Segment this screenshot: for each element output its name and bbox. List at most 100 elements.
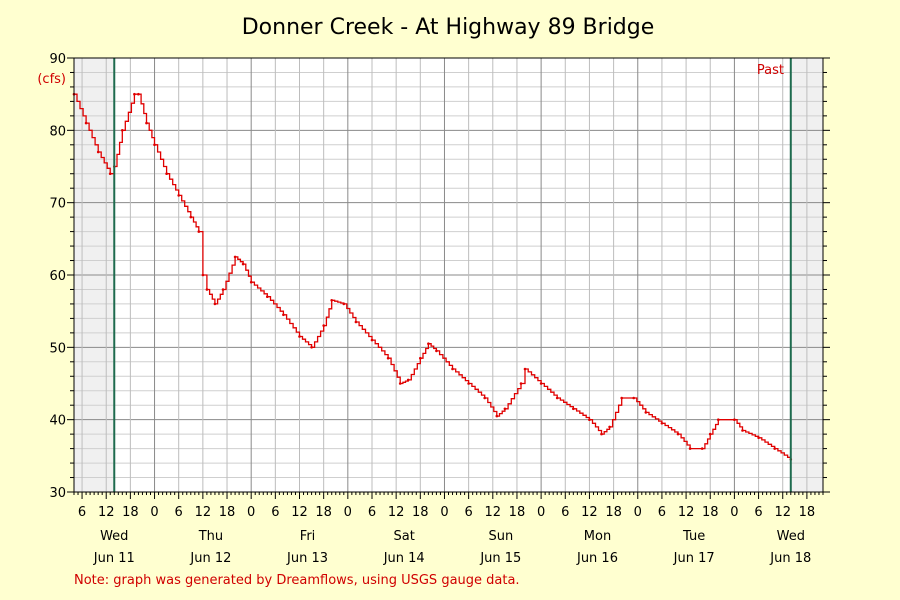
x-hour-label: 6 bbox=[368, 505, 376, 520]
x-date-label: Jun 17 bbox=[673, 551, 715, 566]
x-hour-label: 18 bbox=[122, 505, 139, 520]
x-date-label: Jun 14 bbox=[383, 551, 425, 566]
data-point bbox=[451, 367, 454, 371]
data-point bbox=[330, 299, 334, 302]
data-point bbox=[757, 436, 760, 440]
x-day-label: Sat bbox=[394, 529, 415, 544]
data-point bbox=[177, 194, 180, 197]
x-day-label: Wed bbox=[777, 529, 805, 544]
data-point bbox=[370, 338, 374, 342]
x-hour-label: 6 bbox=[658, 505, 666, 520]
data-point bbox=[539, 382, 543, 385]
y-tick-label: 40 bbox=[49, 414, 66, 429]
x-hour-label: 0 bbox=[537, 505, 545, 520]
data-point bbox=[84, 121, 88, 125]
x-hour-label: 0 bbox=[634, 505, 642, 520]
y-tick-label: 30 bbox=[49, 486, 66, 501]
data-point bbox=[644, 411, 648, 414]
x-hour-label: 18 bbox=[412, 505, 429, 520]
x-hour-label: 6 bbox=[754, 505, 762, 520]
data-point bbox=[189, 215, 193, 219]
y-tick-label: 90 bbox=[49, 52, 66, 67]
x-date-label: Jun 18 bbox=[769, 551, 811, 566]
data-point bbox=[572, 407, 575, 411]
data-point bbox=[197, 230, 201, 233]
x-hour-label: 0 bbox=[344, 505, 352, 520]
x-day-label: Tue bbox=[682, 529, 705, 544]
x-hour-label: 12 bbox=[98, 505, 115, 520]
x-day-label: Fri bbox=[300, 529, 316, 544]
data-point bbox=[137, 92, 140, 96]
data-point bbox=[688, 447, 692, 450]
data-point bbox=[717, 418, 720, 422]
x-hour-label: 12 bbox=[195, 505, 212, 520]
data-point bbox=[495, 414, 499, 418]
x-hour-label: 6 bbox=[78, 505, 86, 520]
x-hour-label: 18 bbox=[799, 505, 816, 520]
data-point bbox=[221, 288, 225, 291]
data-point bbox=[310, 346, 313, 349]
x-hour-label: 12 bbox=[291, 505, 308, 520]
data-point bbox=[386, 356, 390, 360]
x-hour-label: 12 bbox=[774, 505, 791, 520]
data-point bbox=[588, 418, 591, 422]
data-point bbox=[708, 432, 712, 436]
x-hour-label: 0 bbox=[247, 505, 255, 520]
x-date-label: Jun 11 bbox=[93, 551, 135, 566]
data-point bbox=[608, 425, 611, 429]
x-day-label: Wed bbox=[100, 529, 128, 544]
x-hour-label: 12 bbox=[678, 505, 695, 520]
x-hour-label: 0 bbox=[150, 505, 158, 520]
data-point bbox=[519, 382, 523, 385]
data-point bbox=[406, 378, 410, 382]
x-day-label: Thu bbox=[198, 529, 223, 544]
data-point bbox=[733, 418, 736, 422]
data-point bbox=[153, 143, 156, 147]
y-unit-label: (cfs) bbox=[37, 72, 66, 87]
data-point bbox=[133, 92, 136, 96]
grid-lines bbox=[74, 57, 823, 493]
x-hour-label: 0 bbox=[730, 505, 738, 520]
data-point bbox=[435, 349, 438, 353]
x-date-label: Jun 12 bbox=[189, 551, 231, 566]
data-point bbox=[523, 367, 527, 371]
x-hour-label: 12 bbox=[485, 505, 502, 520]
x-hour-label: 18 bbox=[605, 505, 622, 520]
data-point bbox=[241, 262, 245, 266]
x-day-label: Mon bbox=[584, 529, 611, 544]
data-point bbox=[201, 273, 205, 277]
data-point bbox=[145, 121, 148, 125]
data-point bbox=[600, 432, 603, 436]
x-hour-label: 6 bbox=[464, 505, 472, 520]
x-hour-label: 18 bbox=[219, 505, 236, 520]
source-note: Note: graph was generated by Dreamflows,… bbox=[74, 573, 520, 588]
data-point bbox=[121, 129, 124, 132]
x-day-label: Sun bbox=[488, 529, 513, 544]
data-point bbox=[676, 432, 680, 436]
x-hour-label: 12 bbox=[388, 505, 405, 520]
data-point bbox=[213, 302, 217, 306]
y-tick-label: 80 bbox=[49, 124, 66, 139]
data-point bbox=[503, 407, 507, 411]
data-point bbox=[298, 335, 301, 338]
x-hour-label: 12 bbox=[581, 505, 598, 520]
data-point bbox=[660, 422, 664, 425]
data-point bbox=[108, 172, 112, 175]
x-hour-label: 6 bbox=[561, 505, 569, 520]
data-point bbox=[398, 382, 402, 385]
data-point bbox=[205, 288, 209, 291]
data-point bbox=[555, 396, 559, 400]
series-group bbox=[72, 92, 793, 461]
data-point bbox=[419, 356, 422, 360]
y-tick-label: 70 bbox=[49, 197, 66, 212]
x-hour-label: 6 bbox=[175, 505, 183, 520]
x-hour-label: 6 bbox=[271, 505, 279, 520]
data-point bbox=[632, 396, 635, 400]
data-point bbox=[342, 302, 346, 306]
flow-series-line bbox=[74, 93, 792, 460]
data-point bbox=[467, 382, 470, 385]
y-tick-label: 60 bbox=[49, 269, 66, 284]
data-point bbox=[233, 255, 237, 259]
data-point bbox=[354, 320, 358, 324]
